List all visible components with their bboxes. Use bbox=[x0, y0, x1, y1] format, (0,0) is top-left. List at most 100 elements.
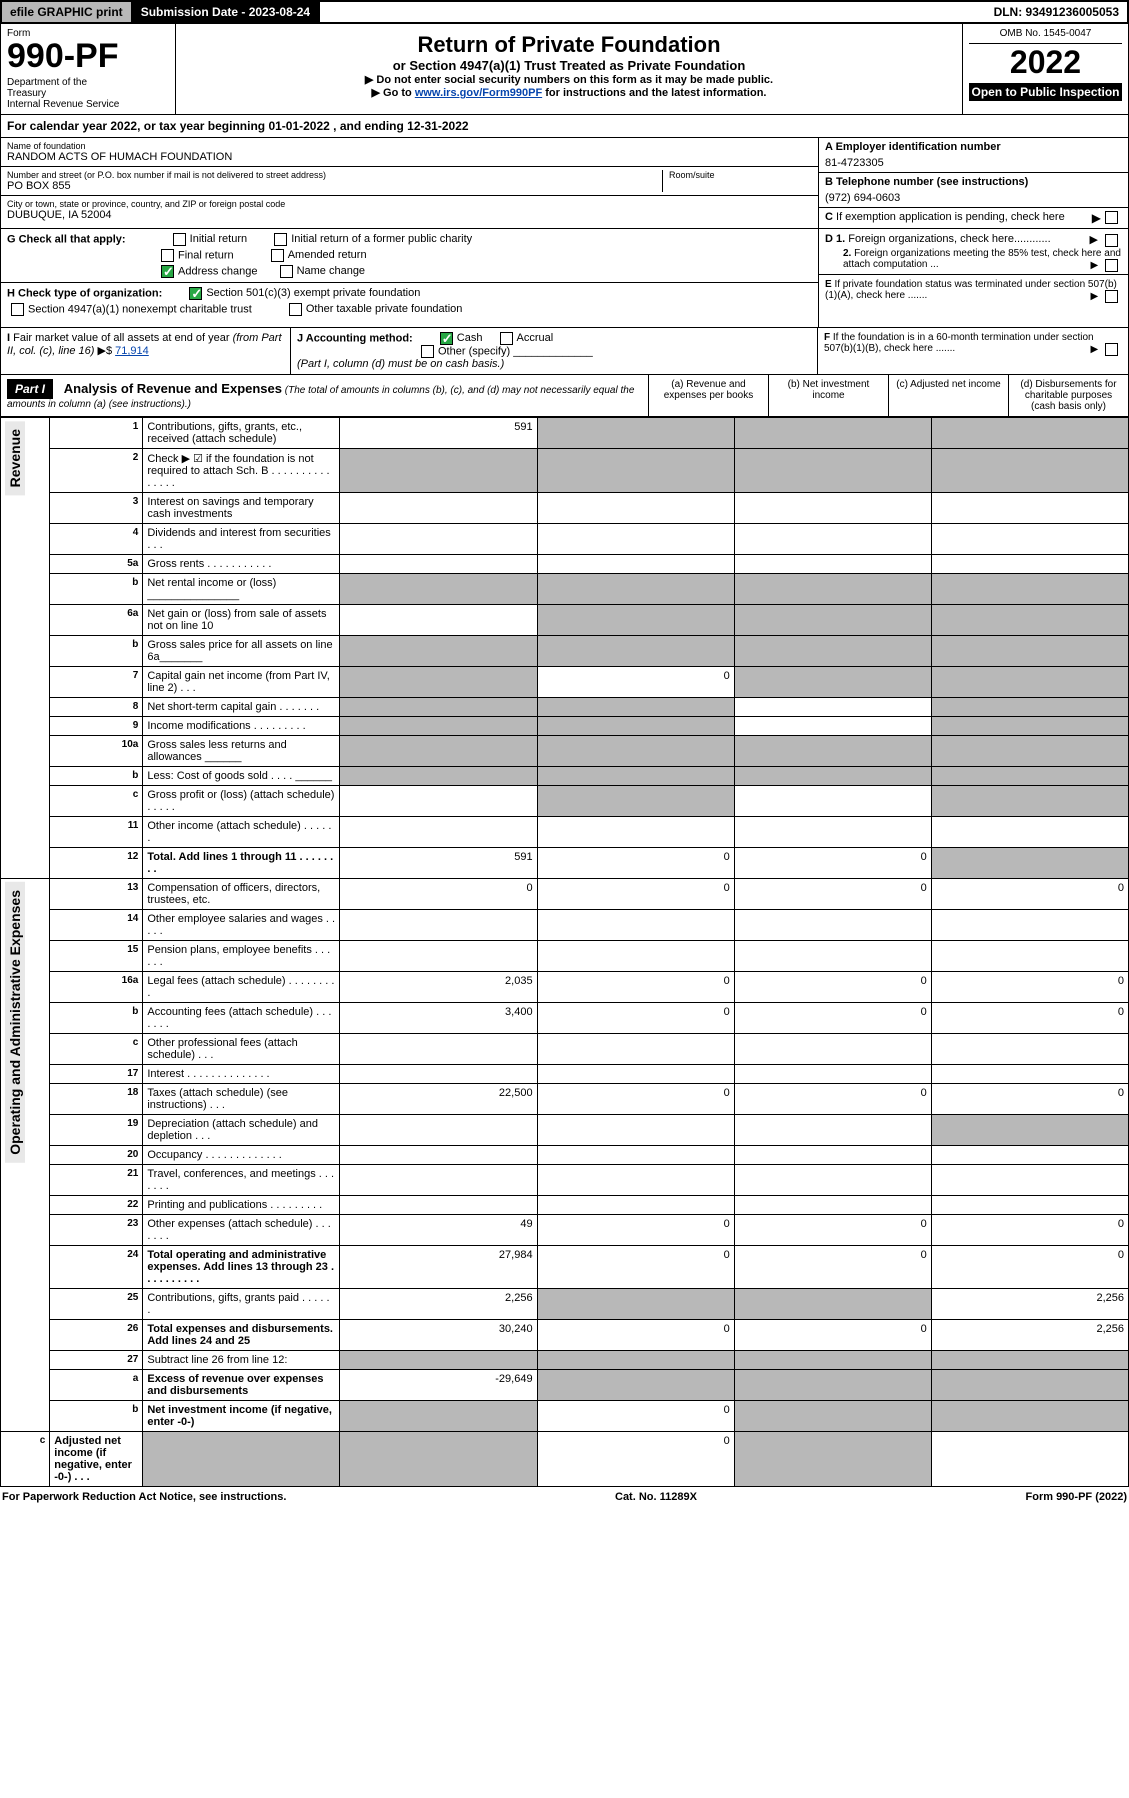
chk-other-method[interactable] bbox=[421, 345, 434, 358]
form-number: 990-PF bbox=[7, 39, 169, 73]
dln: DLN: 93491236005053 bbox=[986, 2, 1127, 22]
d2-label: 2. Foreign organizations meeting the 85%… bbox=[825, 248, 1122, 270]
value-cell bbox=[537, 786, 734, 817]
checkbox-c[interactable] bbox=[1105, 211, 1118, 224]
value-cell bbox=[340, 449, 537, 493]
value-cell bbox=[734, 667, 931, 698]
value-cell bbox=[734, 941, 931, 972]
line-number: b bbox=[50, 1003, 143, 1034]
value-cell bbox=[340, 1401, 537, 1432]
value-cell: 2,256 bbox=[931, 1320, 1128, 1351]
table-row: 27Subtract line 26 from line 12: bbox=[1, 1351, 1129, 1370]
value-cell bbox=[537, 1146, 734, 1165]
part1-header: Part I Analysis of Revenue and Expenses … bbox=[0, 375, 1129, 417]
chk-d2[interactable] bbox=[1105, 259, 1118, 272]
value-cell bbox=[734, 1289, 931, 1320]
value-cell bbox=[734, 1034, 931, 1065]
irs-link[interactable]: www.irs.gov/Form990PF bbox=[415, 87, 542, 99]
line-number: 20 bbox=[50, 1146, 143, 1165]
chk-amended[interactable] bbox=[271, 249, 284, 262]
value-cell bbox=[537, 418, 734, 449]
efile-label[interactable]: efile GRAPHIC print bbox=[2, 2, 133, 22]
chk-address-change[interactable] bbox=[161, 265, 174, 278]
line-number: 9 bbox=[50, 717, 143, 736]
line-description: Travel, conferences, and meetings . . . … bbox=[143, 1165, 340, 1196]
tel-label: B Telephone number (see instructions) bbox=[825, 176, 1122, 188]
value-cell bbox=[931, 1401, 1128, 1432]
chk-4947[interactable] bbox=[11, 303, 24, 316]
line-description: Net gain or (loss) from sale of assets n… bbox=[143, 605, 340, 636]
value-cell: 0 bbox=[537, 879, 734, 910]
form-header: Form 990-PF Department of theTreasuryInt… bbox=[0, 24, 1129, 115]
ein: 81-4723305 bbox=[825, 157, 1122, 169]
line-description: Legal fees (attach schedule) . . . . . .… bbox=[143, 972, 340, 1003]
chk-final[interactable] bbox=[161, 249, 174, 262]
table-row: 18Taxes (attach schedule) (see instructi… bbox=[1, 1084, 1129, 1115]
chk-d1[interactable] bbox=[1105, 234, 1118, 247]
value-cell: 0 bbox=[734, 1084, 931, 1115]
table-row: bLess: Cost of goods sold . . . . ______ bbox=[1, 767, 1129, 786]
line-description: Net short-term capital gain . . . . . . … bbox=[143, 698, 340, 717]
value-cell bbox=[537, 1034, 734, 1065]
value-cell: 0 bbox=[537, 1003, 734, 1034]
line-description: Less: Cost of goods sold . . . . ______ bbox=[143, 767, 340, 786]
value-cell: 0 bbox=[537, 1401, 734, 1432]
value-cell bbox=[734, 449, 931, 493]
line-number: 5a bbox=[50, 555, 143, 574]
line-number: 26 bbox=[50, 1320, 143, 1351]
i-block: I Fair market value of all assets at end… bbox=[0, 328, 1129, 375]
value-cell bbox=[340, 1034, 537, 1065]
value-cell: 2,256 bbox=[340, 1289, 537, 1320]
value-cell bbox=[931, 848, 1128, 879]
value-cell bbox=[931, 605, 1128, 636]
line-number: 13 bbox=[50, 879, 143, 910]
chk-501c3[interactable] bbox=[189, 287, 202, 300]
chk-name-change[interactable] bbox=[280, 265, 293, 278]
line-description: Contributions, gifts, grants paid . . . … bbox=[143, 1289, 340, 1320]
col-a: (a) Revenue and expenses per books bbox=[648, 375, 768, 416]
line-description: Capital gain net income (from Part IV, l… bbox=[143, 667, 340, 698]
value-cell bbox=[931, 574, 1128, 605]
value-cell bbox=[340, 1115, 537, 1146]
table-row: bGross sales price for all assets on lin… bbox=[1, 636, 1129, 667]
table-row: 12Total. Add lines 1 through 11 . . . . … bbox=[1, 848, 1129, 879]
value-cell bbox=[537, 605, 734, 636]
chk-f[interactable] bbox=[1105, 343, 1118, 356]
value-cell bbox=[931, 941, 1128, 972]
chk-e[interactable] bbox=[1105, 290, 1118, 303]
value-cell: 0 bbox=[734, 848, 931, 879]
value-cell: 0 bbox=[931, 879, 1128, 910]
value-cell bbox=[734, 717, 931, 736]
footer-mid: Cat. No. 11289X bbox=[615, 1491, 697, 1503]
line-description: Taxes (attach schedule) (see instruction… bbox=[143, 1084, 340, 1115]
page-footer: For Paperwork Reduction Act Notice, see … bbox=[0, 1487, 1129, 1507]
line-number: 12 bbox=[50, 848, 143, 879]
table-row: 2Check ▶ ☑ if the foundation is not requ… bbox=[1, 449, 1129, 493]
line-number: 3 bbox=[50, 493, 143, 524]
value-cell bbox=[537, 555, 734, 574]
value-cell bbox=[931, 767, 1128, 786]
value-cell bbox=[537, 767, 734, 786]
value-cell: 0 bbox=[537, 667, 734, 698]
city-label: City or town, state or province, country… bbox=[7, 199, 812, 209]
chk-cash[interactable] bbox=[440, 332, 453, 345]
table-row: 4Dividends and interest from securities … bbox=[1, 524, 1129, 555]
col-d: (d) Disbursements for charitable purpose… bbox=[1008, 375, 1128, 416]
value-cell: -29,649 bbox=[340, 1370, 537, 1401]
line-number: b bbox=[50, 574, 143, 605]
value-cell bbox=[340, 574, 537, 605]
chk-other-taxable[interactable] bbox=[289, 303, 302, 316]
value-cell bbox=[931, 1146, 1128, 1165]
value-cell bbox=[340, 524, 537, 555]
value-cell bbox=[734, 910, 931, 941]
line-description: Income modifications . . . . . . . . . bbox=[143, 717, 340, 736]
value-cell bbox=[537, 1115, 734, 1146]
value-cell bbox=[537, 1065, 734, 1084]
fmv-value: 71,914 bbox=[115, 345, 149, 357]
chk-initial[interactable] bbox=[173, 233, 186, 246]
tel: (972) 694-0603 bbox=[825, 192, 1122, 204]
chk-accrual[interactable] bbox=[500, 332, 513, 345]
chk-initial-former[interactable] bbox=[274, 233, 287, 246]
table-row: cOther professional fees (attach schedul… bbox=[1, 1034, 1129, 1065]
value-cell: 0 bbox=[734, 1215, 931, 1246]
